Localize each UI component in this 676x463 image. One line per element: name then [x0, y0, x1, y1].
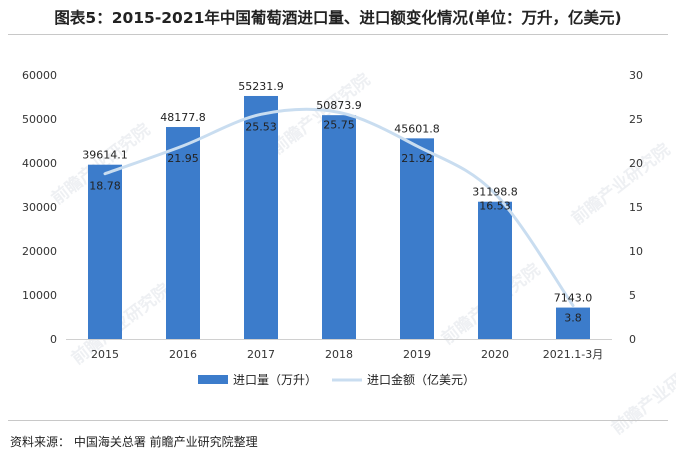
y-right-tick-label: 15 — [629, 201, 643, 214]
bar-data-label: 7143.0 — [554, 292, 593, 305]
x-tick-label: 2018 — [325, 348, 353, 361]
x-tick-label: 2015 — [91, 348, 119, 361]
legend-line-label: 进口金额（亿美元） — [367, 372, 475, 387]
bar — [88, 164, 122, 339]
source-divider — [8, 420, 668, 421]
y-left-tick-label: 30000 — [22, 201, 57, 214]
y-right-tick-label: 25 — [629, 113, 643, 126]
y-right-tick-label: 20 — [629, 157, 643, 170]
bar-data-label: 45601.8 — [394, 122, 440, 135]
y-right-tick-label: 0 — [629, 333, 636, 346]
line-data-label: 25.75 — [323, 118, 355, 131]
line-series — [103, 107, 575, 308]
line-data-label: 18.78 — [89, 180, 121, 193]
y-right-tick-label: 5 — [629, 289, 636, 302]
y-left-tick-label: 50000 — [22, 113, 57, 126]
y-right-tick-label: 10 — [629, 245, 643, 258]
x-tick-label: 2019 — [403, 348, 431, 361]
y-left-tick-label: 40000 — [22, 157, 57, 170]
line-data-label: 3.8 — [564, 312, 582, 325]
bar-data-label: 48177.8 — [160, 111, 206, 124]
title-divider — [8, 34, 668, 35]
x-tick-label: 2020 — [481, 348, 509, 361]
line-data-label: 21.92 — [401, 152, 433, 165]
chart-title: 图表5：2015-2021年中国葡萄酒进口量、进口额变化情况(单位：万升，亿美元… — [54, 9, 622, 27]
plot-area: 0100002000030000400005000060000051015202… — [22, 69, 643, 387]
legend-bar-label: 进口量（万升） — [233, 373, 317, 387]
legend-bar-swatch — [198, 375, 228, 384]
y-left-tick-label: 10000 — [22, 289, 57, 302]
bar — [322, 115, 356, 339]
y-left-tick-label: 60000 — [22, 69, 57, 82]
y-left-tick-label: 20000 — [22, 245, 57, 258]
x-tick-label: 2017 — [247, 348, 275, 361]
x-tick-label: 2021.1-3月 — [543, 348, 603, 361]
line-data-label: 16.53 — [479, 200, 511, 213]
bar — [478, 201, 512, 339]
line-data-label: 21.95 — [167, 152, 199, 165]
source-note: 资料来源： 中国海关总署 前瞻产业研究院整理 — [10, 435, 258, 449]
bar-data-label: 31198.8 — [472, 186, 518, 199]
line-data-label: 25.53 — [245, 120, 277, 133]
bar — [556, 307, 590, 339]
bar — [244, 95, 278, 339]
bar — [166, 127, 200, 340]
bar-data-label: 50873.9 — [316, 99, 362, 112]
y-right-tick-label: 30 — [629, 69, 643, 82]
x-tick-label: 2016 — [169, 348, 197, 361]
y-left-tick-label: 0 — [50, 333, 57, 346]
bar — [400, 138, 434, 339]
bar-data-label: 55231.9 — [238, 80, 284, 93]
bar-data-label: 39614.1 — [82, 149, 128, 162]
